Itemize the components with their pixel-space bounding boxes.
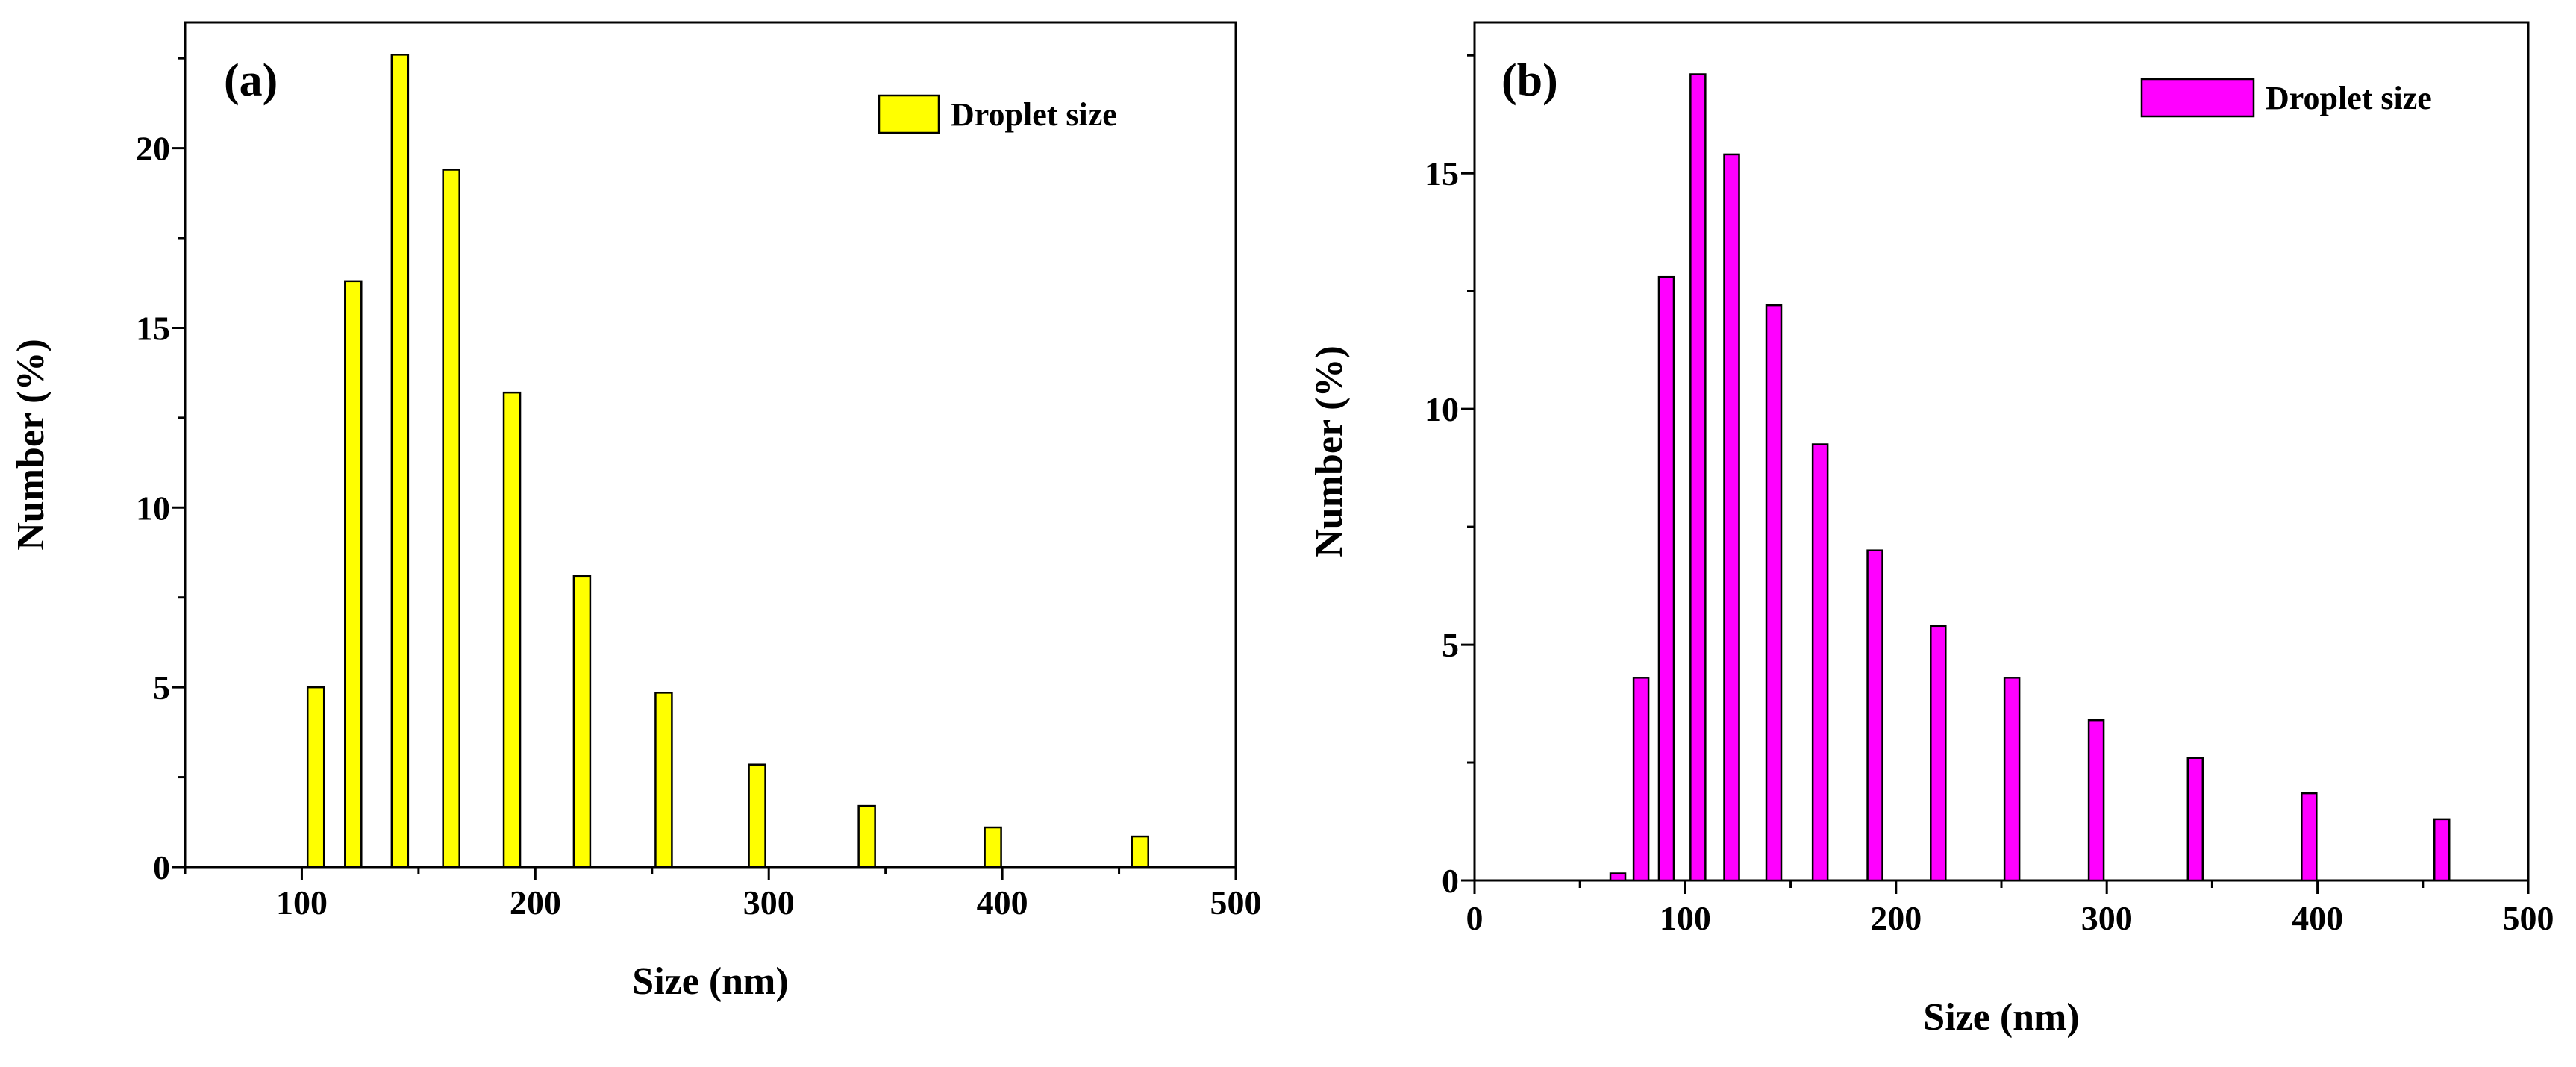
legend-swatch bbox=[2140, 78, 2255, 118]
bar bbox=[2301, 792, 2318, 882]
x-tick-label: 300 bbox=[2081, 899, 2133, 937]
bar bbox=[1866, 549, 1883, 882]
x-tick-label: 0 bbox=[1466, 899, 1484, 937]
bar bbox=[442, 169, 460, 869]
y-tick-label: 10 bbox=[136, 489, 170, 527]
x-tick-label: 400 bbox=[977, 883, 1028, 922]
bar bbox=[1609, 872, 1627, 882]
x-tick-label: 500 bbox=[1210, 883, 1262, 922]
bar bbox=[1723, 153, 1740, 882]
bar bbox=[1131, 835, 1149, 869]
x-tick-label: 100 bbox=[276, 883, 328, 922]
bar bbox=[344, 280, 363, 869]
bar bbox=[1689, 73, 1707, 882]
bar bbox=[502, 391, 522, 869]
bar bbox=[2087, 719, 2105, 882]
x-axis-label: Size (nm) bbox=[632, 960, 788, 1003]
x-tick-label: 100 bbox=[1660, 899, 1711, 937]
x-tick-label: 400 bbox=[2292, 899, 2343, 937]
bar bbox=[1930, 625, 1947, 882]
bar bbox=[1632, 677, 1650, 882]
y-tick-label: 5 bbox=[1442, 626, 1459, 664]
x-axis-label: Size (nm) bbox=[1923, 996, 2079, 1039]
bar bbox=[2186, 757, 2204, 882]
y-axis-label: Number (%) bbox=[10, 339, 52, 551]
y-tick-label: 5 bbox=[153, 669, 170, 707]
y-tick-label: 0 bbox=[153, 848, 170, 886]
bar bbox=[1811, 443, 1829, 882]
chart-panel-b: 0 100 200 300 400 500 0 5 10 15 Size (nm) Number (%… bbox=[1308, 21, 2554, 1039]
bar bbox=[857, 804, 876, 869]
plot-frame bbox=[1473, 21, 2530, 882]
panel-label: (b) bbox=[1501, 55, 1558, 106]
x-tick-label: 300 bbox=[743, 883, 795, 922]
legend-label: Droplet size bbox=[2266, 80, 2432, 116]
bar bbox=[2433, 818, 2451, 882]
bar bbox=[1657, 275, 1675, 882]
x-tick-label: 200 bbox=[1870, 899, 1922, 937]
y-tick-label: 15 bbox=[136, 309, 170, 347]
y-tick-label: 15 bbox=[1425, 154, 1459, 193]
bar bbox=[654, 692, 673, 869]
legend-label: Droplet size bbox=[951, 96, 1117, 133]
panel-label: (a) bbox=[224, 55, 278, 106]
bar bbox=[984, 826, 1002, 869]
bar bbox=[572, 575, 592, 869]
y-axis-label: Number (%) bbox=[1308, 345, 1351, 557]
y-tick-label: 0 bbox=[1442, 862, 1459, 900]
x-tick-label: 200 bbox=[510, 883, 561, 922]
plot-frame bbox=[184, 21, 1237, 869]
x-tick-label: 500 bbox=[2503, 899, 2554, 937]
bar bbox=[306, 686, 325, 869]
chart-panel-a: 100 200 300 400 500 0 5 10 15 20 Size (nm) Number (… bbox=[10, 21, 1262, 1003]
bar bbox=[748, 763, 766, 869]
bar bbox=[2003, 677, 2021, 882]
bar bbox=[1765, 304, 1783, 882]
bar bbox=[390, 54, 410, 869]
legend-swatch bbox=[878, 94, 940, 134]
y-tick-label: 20 bbox=[136, 130, 170, 168]
y-tick-label: 10 bbox=[1425, 390, 1459, 428]
